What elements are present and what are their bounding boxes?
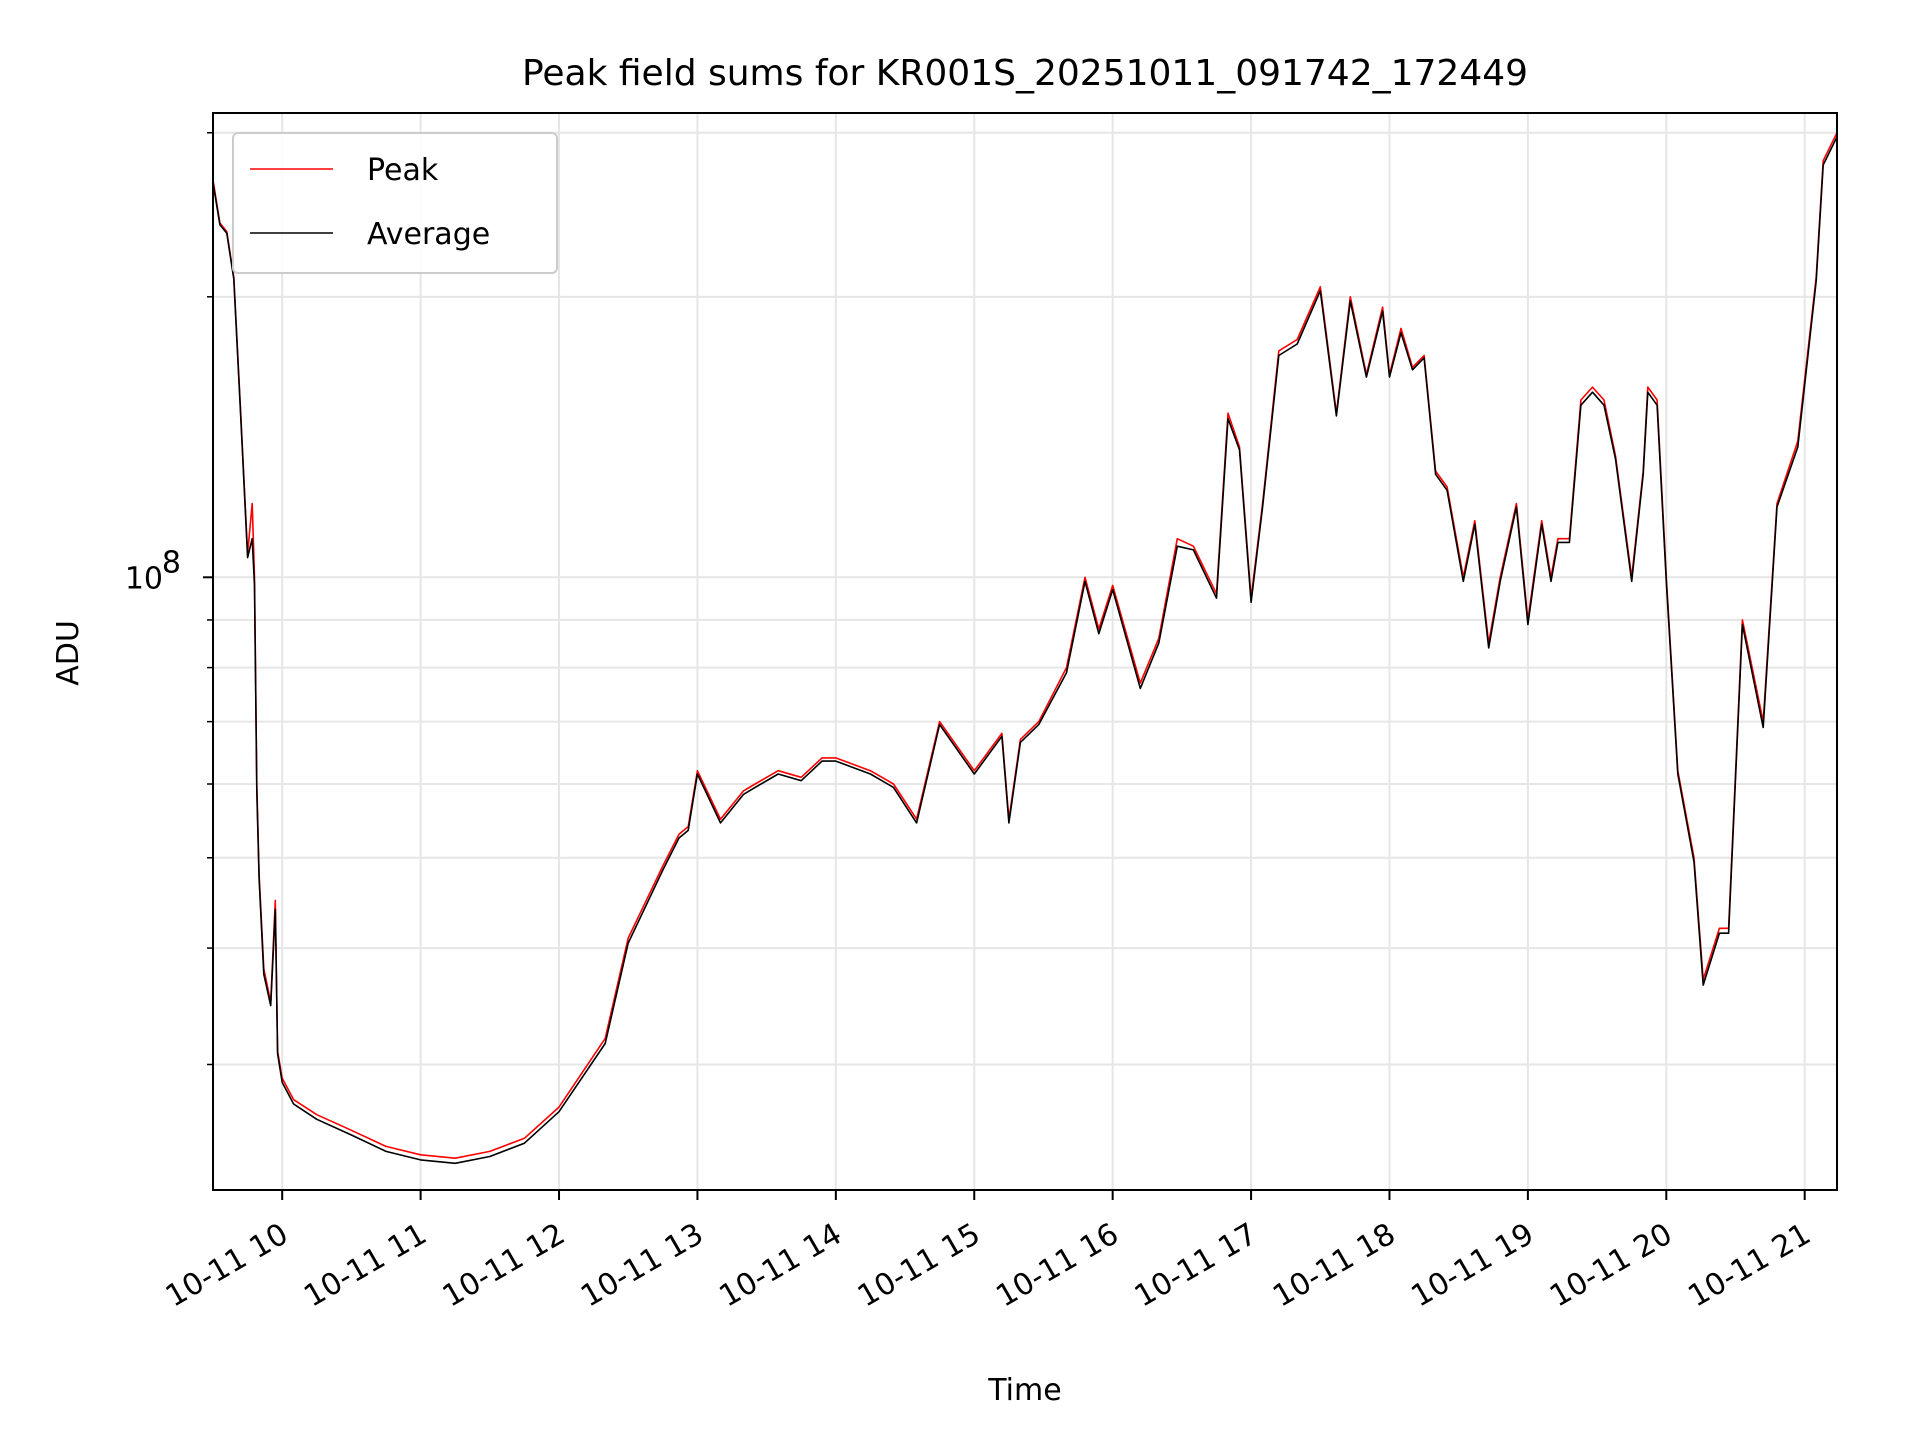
plot-frame [212, 112, 1838, 1191]
legend-average-label: Average [367, 217, 490, 252]
chart-title: Peak field sums for KR001S_20251011_0917… [522, 53, 1528, 94]
x-axis-label: Time [987, 1373, 1061, 1408]
legend-peak-label: Peak [367, 153, 439, 188]
legend-box [232, 132, 558, 274]
legend: Peak Average [232, 132, 558, 274]
series-layer [212, 132, 1838, 1165]
y-tick-exponent: 8 [162, 545, 181, 580]
y-tick-label: 10 [125, 561, 163, 596]
grid [213, 113, 1837, 1190]
series-line-average [212, 136, 1838, 1165]
y-axis: 108 [125, 131, 213, 1066]
y-axis-label: ADU [51, 620, 86, 686]
